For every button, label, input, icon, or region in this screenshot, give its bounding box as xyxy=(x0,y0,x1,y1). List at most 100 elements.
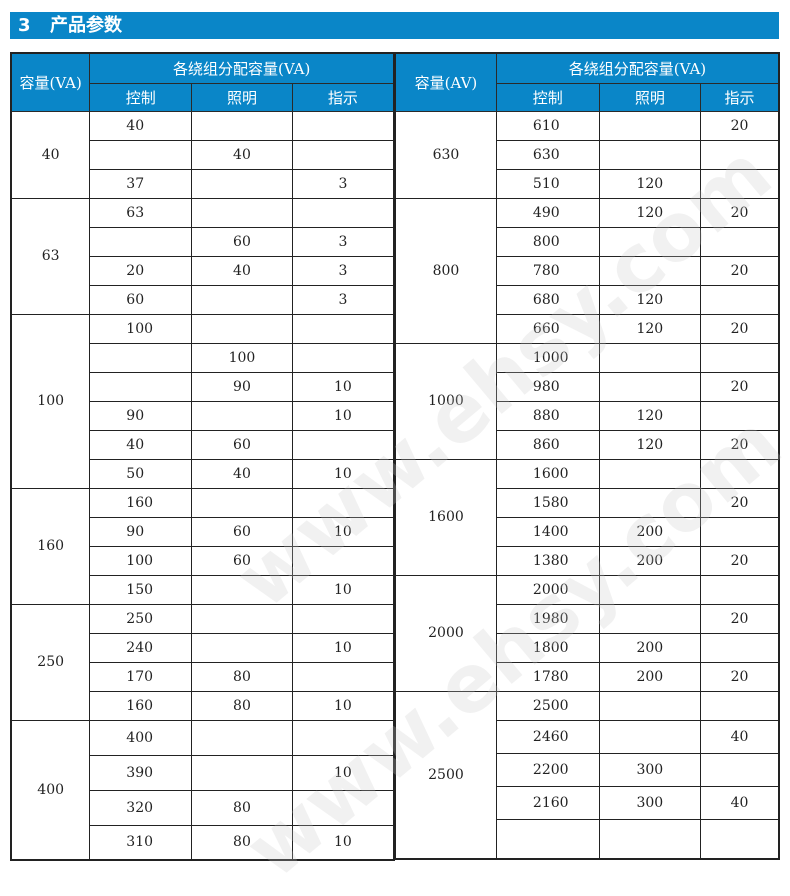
table-row: 1600 1600 xyxy=(394,458,780,576)
lighting-cell: 40 xyxy=(191,255,293,286)
control-cell xyxy=(89,226,193,257)
table-row: 160 160 xyxy=(10,487,395,605)
indicator-cell xyxy=(700,284,780,315)
indicator-cell xyxy=(700,632,780,663)
control-cell: 2200 xyxy=(495,752,600,787)
indicator-cell: 40 xyxy=(700,785,780,820)
capacity-cell: 2500 xyxy=(394,690,497,860)
indicator-cell: 10 xyxy=(291,632,395,663)
lighting-cell: 60 xyxy=(191,226,293,257)
control-cell: 2000 xyxy=(495,574,600,605)
section-title: 产品参数 xyxy=(50,15,122,36)
control-cell: 1580 xyxy=(495,487,600,518)
indicator-cell xyxy=(700,818,780,860)
lighting-cell xyxy=(191,574,293,605)
control-cell: 100 xyxy=(89,545,193,576)
lighting-cell xyxy=(598,110,702,141)
indicator-cell: 10 xyxy=(291,824,395,861)
indicator-cell: 20 xyxy=(700,110,780,141)
table-row: 2460 40 xyxy=(395,719,780,754)
capacity-cell: 100 xyxy=(10,313,91,489)
control-cell: 160 xyxy=(89,487,193,518)
indicator-cell: 3 xyxy=(291,284,395,315)
control-cell: 320 xyxy=(89,789,193,826)
control-cell: 170 xyxy=(89,661,193,692)
lighting-cell: 200 xyxy=(598,516,702,547)
lighting-cell: 40 xyxy=(191,139,293,170)
indicator-cell xyxy=(291,789,395,826)
table-row: 50 40 10 xyxy=(11,458,395,489)
control-cell xyxy=(89,342,193,373)
table-row: 400 400 xyxy=(10,719,395,861)
control-cell: 90 xyxy=(89,400,193,431)
right-table: 容量(AV) 各绕组分配容量(VA) 控制 照明 指示 630 610 20 630 510 120… xyxy=(394,52,780,860)
table-row: 90 10 xyxy=(11,400,395,431)
indicator-cell xyxy=(700,139,780,170)
lighting-cell: 120 xyxy=(598,197,702,228)
control-cell: 880 xyxy=(495,400,600,431)
control-cell: 490 xyxy=(495,197,600,228)
lighting-cell xyxy=(598,226,702,257)
indicator-cell: 10 xyxy=(291,574,395,605)
lighting-cell xyxy=(191,110,293,141)
control-cell: 390 xyxy=(89,754,193,791)
control-cell: 1980 xyxy=(495,603,600,634)
table-row: 660 120 20 xyxy=(395,313,780,344)
table-row: 1400 200 xyxy=(395,516,780,547)
lighting-cell: 80 xyxy=(191,661,293,692)
table-row: 680 120 xyxy=(395,284,780,315)
table-row: 2160 300 40 xyxy=(395,785,780,820)
control-cell: 90 xyxy=(89,516,193,547)
indicator-cell xyxy=(291,487,395,518)
sub-header: 指示 xyxy=(291,82,395,112)
lighting-cell xyxy=(191,632,293,663)
lighting-cell xyxy=(191,400,293,431)
indicator-cell: 20 xyxy=(700,371,780,402)
table-row: 2200 300 xyxy=(395,752,780,787)
control-cell: 510 xyxy=(495,168,600,199)
table-row: 2500 2500 xyxy=(394,690,780,860)
capacity-header: 容量(VA) xyxy=(10,52,91,112)
lighting-cell xyxy=(598,342,702,373)
control-cell: 250 xyxy=(89,603,193,634)
indicator-cell: 20 xyxy=(700,429,780,460)
indicator-cell xyxy=(700,226,780,257)
lighting-cell xyxy=(598,487,702,518)
lighting-cell: 120 xyxy=(598,168,702,199)
capacity-cell: 160 xyxy=(10,487,91,605)
lighting-cell xyxy=(598,458,702,489)
lighting-cell: 200 xyxy=(598,545,702,576)
table-row: 20 40 3 xyxy=(11,255,395,286)
sub-header: 控制 xyxy=(89,82,193,112)
table-row: 100 100 xyxy=(10,313,395,489)
table-row: 800 xyxy=(395,226,780,257)
table-row: 1580 20 xyxy=(395,487,780,518)
indicator-cell: 10 xyxy=(291,516,395,547)
lighting-cell: 80 xyxy=(191,690,293,721)
sub-header: 照明 xyxy=(598,82,702,112)
sub-header: 照明 xyxy=(191,82,293,112)
capacity-cell: 1600 xyxy=(394,458,497,576)
table-row: 310 80 10 xyxy=(11,824,395,861)
control-cell: 63 xyxy=(89,197,193,228)
control-cell: 2160 xyxy=(495,785,600,820)
table-row: 1380 200 20 xyxy=(395,545,780,576)
table-row: 40 xyxy=(11,139,395,170)
control-cell: 60 xyxy=(89,284,193,315)
indicator-cell: 20 xyxy=(700,661,780,692)
indicator-cell xyxy=(291,603,395,634)
section-number: 3 xyxy=(18,15,31,36)
control-cell: 160 xyxy=(89,690,193,721)
control-cell: 630 xyxy=(495,139,600,170)
section-title-bar: 3 产品参数 xyxy=(10,12,779,39)
lighting-cell xyxy=(598,690,702,721)
lighting-cell: 300 xyxy=(598,785,702,820)
capacity-cell: 630 xyxy=(394,110,497,199)
lighting-cell: 120 xyxy=(598,284,702,315)
control-cell: 610 xyxy=(495,110,600,141)
lighting-cell: 80 xyxy=(191,824,293,861)
capacity-cell: 400 xyxy=(10,719,91,861)
table-row: 170 80 xyxy=(11,661,395,692)
lighting-cell xyxy=(191,313,293,344)
lighting-cell: 120 xyxy=(598,400,702,431)
